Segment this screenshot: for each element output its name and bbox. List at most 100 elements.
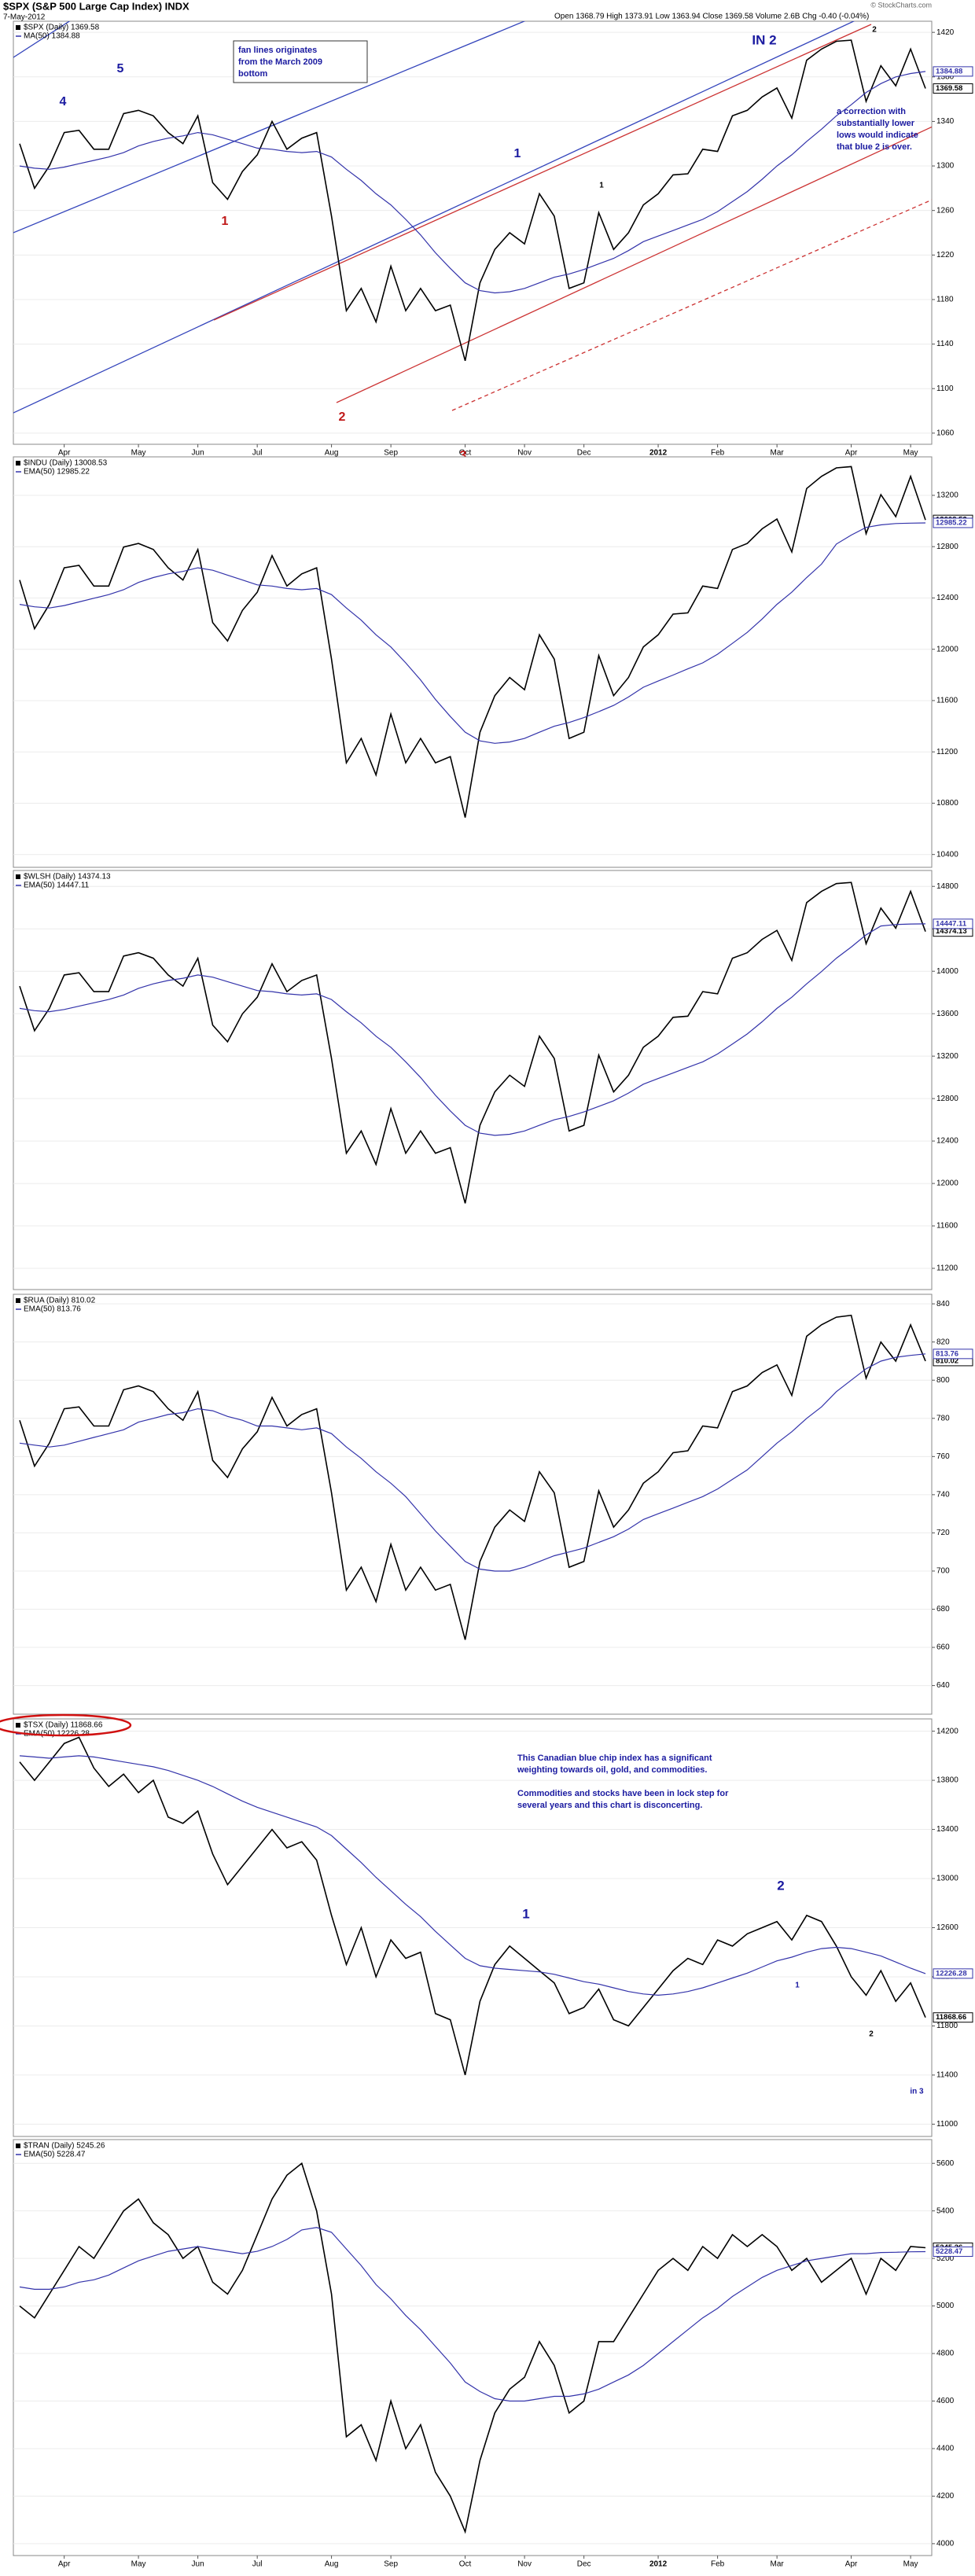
x-tick-label: Feb xyxy=(711,449,725,458)
y-tick-label: 13200 xyxy=(936,491,958,500)
legend-label: EMA(50) 12226.28 xyxy=(24,1730,90,1739)
annotation: 1 xyxy=(522,1906,529,1921)
legend-label: $WLSH (Daily) 14374.13 xyxy=(24,873,111,881)
x-tick-label: Apr xyxy=(845,2560,858,2569)
last-value-box xyxy=(933,517,973,528)
annotation: 2 xyxy=(777,1878,784,1893)
y-tick-label: 640 xyxy=(936,1681,950,1690)
legend-label: $TRAN (Daily) 5245.26 xyxy=(24,2142,105,2151)
y-tick-label: 12000 xyxy=(936,1179,958,1188)
annotation-line: a correction with xyxy=(837,107,906,116)
legend-label: $RUA (Daily) 810.02 xyxy=(24,1297,96,1305)
price-line xyxy=(19,2162,926,2534)
note-box xyxy=(233,40,368,83)
x-tick-label: Jun xyxy=(192,2560,204,2569)
price-line xyxy=(19,1736,926,2076)
legend-label: $TSX (Daily) 11868.66 xyxy=(24,1721,103,1730)
last-value-box xyxy=(933,2012,973,2023)
legend-swatch xyxy=(16,1298,20,1303)
average-line xyxy=(19,1755,926,1996)
y-tick-label: 660 xyxy=(936,1643,950,1652)
price-line xyxy=(19,39,926,362)
x-tick-label: Aug xyxy=(325,449,339,458)
x-tick-label: Sep xyxy=(384,2560,398,2569)
y-tick-label: 4000 xyxy=(936,2540,955,2548)
annotation-line: several years and this chart is disconce… xyxy=(517,1801,702,1810)
last-value-label: 1369.58 xyxy=(936,84,962,93)
annotation: 2 xyxy=(339,410,346,424)
price-line xyxy=(19,881,926,1204)
last-value-box xyxy=(933,2247,973,2258)
last-value-label: 11868.66 xyxy=(936,2013,966,2022)
plot-area xyxy=(13,20,933,445)
x-tick-label: Oct xyxy=(459,449,472,458)
legend-label: EMA(50) 813.76 xyxy=(24,1305,81,1314)
average-line xyxy=(19,2227,926,2402)
x-tick-label: May xyxy=(903,449,918,458)
annotation: 3 xyxy=(460,449,467,462)
annotation-line: Commodities and stocks have been in lock… xyxy=(517,1789,729,1798)
fan-lines xyxy=(13,21,932,414)
last-value-label: 12226.28 xyxy=(936,1969,967,1978)
last-value-label: 810.02 xyxy=(936,1356,958,1365)
y-tick-label: 1380 xyxy=(936,72,955,81)
y-tick-label: 12000 xyxy=(936,645,958,653)
legend-swatch xyxy=(16,2144,20,2148)
average-line xyxy=(19,923,926,1136)
y-tick-label: 11800 xyxy=(936,2022,958,2030)
panel: 11200 11600 12000 12400 12800 13200 13600 14000… xyxy=(13,870,973,1290)
panel: 640 660 680 700 720 740 760 780 800 820 840 810.028… xyxy=(13,1294,973,1715)
x-tick-label: Dec xyxy=(577,449,591,458)
y-tick-label: 840 xyxy=(936,1300,950,1308)
plot-area xyxy=(13,2139,933,2556)
fan-line xyxy=(451,199,932,411)
annotation: 1 xyxy=(222,215,229,228)
x-tick-label: Dec xyxy=(577,2560,591,2569)
legend-label: EMA(50) 12985.22 xyxy=(24,468,90,477)
header-quote: Open 1368.79 High 1373.91 Low 1363.94 Cl… xyxy=(554,13,869,21)
legend-swatch xyxy=(16,461,20,466)
annotation: 4 xyxy=(60,95,67,109)
y-tick-label: 720 xyxy=(936,1529,950,1537)
legend-swatch xyxy=(16,1723,20,1728)
x-tick-label: Mar xyxy=(771,449,785,458)
plot-area xyxy=(13,456,933,868)
panel: 1100011400118001220012600130001340013800… xyxy=(0,1713,973,2137)
last-value-box xyxy=(933,1349,973,1360)
annotation: 1 xyxy=(795,1982,800,1990)
price-line xyxy=(19,466,926,818)
annotation: 5 xyxy=(117,62,124,75)
legend-label: $INDU (Daily) 13008.53 xyxy=(24,459,108,468)
y-tick-label: 5600 xyxy=(936,2159,955,2168)
y-tick-label: 780 xyxy=(936,1414,950,1422)
last-value-label: 1384.88 xyxy=(936,67,962,75)
last-value-label: 14374.13 xyxy=(936,927,967,936)
y-tick-label: 5000 xyxy=(936,2302,955,2310)
annotation: 1 xyxy=(514,147,521,160)
y-tick-label: 1180 xyxy=(936,296,954,304)
y-tick-label: 700 xyxy=(936,1567,950,1576)
x-tick-label: Aug xyxy=(325,2560,339,2569)
annotation-line: bottom xyxy=(238,69,267,79)
average-line xyxy=(19,522,926,744)
y-tick-label: 4400 xyxy=(936,2445,955,2453)
x-tick-label: Nov xyxy=(517,2560,532,2569)
annotation: in 3 xyxy=(910,2088,924,2096)
annotation-line: lows would indicate xyxy=(837,131,918,140)
y-tick-label: 760 xyxy=(936,1452,950,1461)
y-tick-label: 10800 xyxy=(936,799,958,808)
x-tick-label: Apr xyxy=(845,449,858,458)
legend-label: EMA(50) 5228.47 xyxy=(24,2151,86,2159)
y-tick-label: 1300 xyxy=(936,162,955,171)
x-tick-label: Nov xyxy=(517,449,532,458)
y-tick-label: 13000 xyxy=(936,1875,958,1883)
fan-line xyxy=(13,21,526,234)
plot-area xyxy=(13,870,933,1290)
x-tick-label: May xyxy=(131,2560,146,2569)
y-tick-label: 12400 xyxy=(936,594,958,602)
y-tick-label: 11400 xyxy=(936,2071,958,2080)
panel: 4000 4200 4400 4600 4800 5000 5200 5400 5600 Apr M… xyxy=(13,2139,973,2569)
panel: 10400 10800 11200 11600 12000 12400 12800 13200… xyxy=(13,456,973,868)
y-tick-label: 1140 xyxy=(936,340,954,348)
